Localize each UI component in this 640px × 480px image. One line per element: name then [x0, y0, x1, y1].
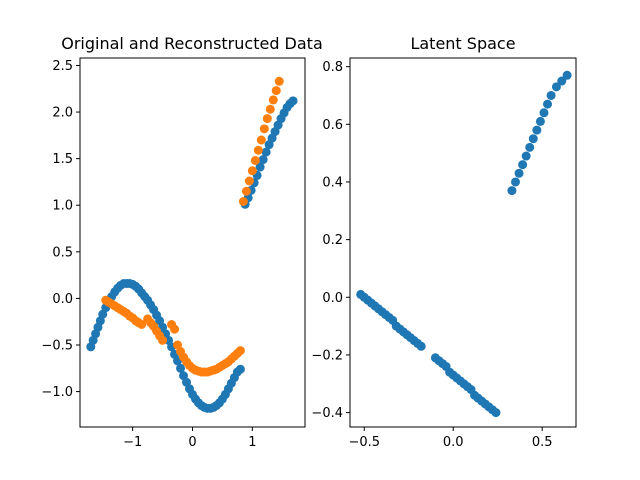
chart-title: Original and Reconstructed Data	[61, 34, 323, 53]
series-1-point-42	[235, 346, 245, 356]
series-1-point-18	[158, 335, 168, 345]
series-0-point-49	[557, 76, 567, 86]
x-tick-label: 0	[188, 435, 196, 450]
series-0-point-36	[507, 186, 517, 196]
series-0-point-38	[514, 168, 524, 178]
y-tick-label: 1.0	[52, 199, 73, 214]
series-0-point-46	[543, 99, 553, 109]
series-1-point-46	[247, 166, 257, 176]
series-1-point-48	[253, 145, 263, 155]
series-0-point-44	[535, 116, 545, 126]
y-tick-label: 1.5	[52, 152, 73, 167]
series-1-point-53	[268, 95, 278, 105]
series-0-point-31	[176, 363, 186, 373]
series-0-point-59	[261, 147, 271, 157]
series-0-point-58	[258, 155, 268, 165]
y-tick-label: 0.2	[322, 233, 343, 248]
series-0-point-50	[562, 70, 572, 80]
y-tick-label: 0.8	[322, 60, 343, 75]
series-1-point-55	[274, 76, 284, 86]
chart-title: Latent Space	[410, 34, 515, 53]
series-1-point-47	[250, 156, 260, 165]
series-0-point-41	[525, 142, 535, 152]
series-0-point-37	[511, 177, 520, 187]
y-tick-label: −1.0	[41, 385, 73, 400]
x-tick-label: 0.0	[443, 435, 464, 450]
ticks-layer: −1 0 1 −1.0 −0.5 0.0 0.5 1.0 1.5 2.0 2.5	[41, 59, 256, 450]
points-layer	[356, 70, 572, 418]
series-0-point-35	[491, 408, 501, 418]
points-layer	[86, 76, 298, 413]
series-0-point-42	[528, 134, 538, 144]
series-1-point-43	[238, 197, 248, 206]
series-1-point-49	[256, 135, 266, 145]
y-tick-label: 0.0	[52, 292, 73, 307]
series-0-point-43	[532, 125, 542, 135]
series-1-point-45	[244, 176, 254, 186]
series-1-point-51	[262, 114, 272, 124]
series-1-point-52	[265, 104, 275, 114]
x-tick-label: −1	[123, 435, 142, 450]
axes-frame	[349, 57, 577, 428]
y-tick-label: −0.2	[311, 348, 343, 363]
series-0-point-57	[255, 162, 265, 172]
series-0-point-68	[288, 96, 298, 106]
chart-original-and-reconstructed: Original and Reconstructed Data −1 0 1 −1.0…	[41, 34, 322, 450]
y-tick-label: 2.0	[52, 106, 73, 121]
x-tick-label: 0.5	[532, 435, 553, 450]
series-0-point-47	[546, 90, 556, 100]
series-1-point-12	[137, 320, 147, 329]
series-1-point-54	[271, 86, 281, 96]
y-tick-label: 2.5	[52, 59, 73, 74]
y-tick-label: −0.5	[41, 339, 73, 354]
y-tick-label: 0.4	[322, 175, 343, 190]
series-0-point-17	[416, 341, 426, 351]
chart-latent-space: Latent Space −0.5 0.0 0.5 −0.4 −0.2 0.0 0.2 0.4…	[311, 34, 577, 450]
series-0-point-40	[521, 151, 531, 161]
series-1-point-44	[241, 186, 251, 196]
y-tick-label: 0.6	[322, 118, 343, 133]
ticks-layer: −0.5 0.0 0.5 −0.4 −0.2 0.0 0.2 0.4 0.6 0.8	[311, 60, 552, 450]
y-tick-label: 0.5	[52, 245, 73, 260]
x-tick-label: 1	[248, 435, 256, 450]
x-tick-label: −0.5	[348, 435, 380, 450]
series-1-point-20	[170, 324, 180, 334]
y-tick-label: 0.0	[322, 291, 343, 306]
series-1-point-50	[259, 124, 269, 134]
series-0-point-45	[539, 108, 549, 118]
y-tick-label: −0.4	[311, 406, 343, 421]
axes-frame	[79, 57, 306, 428]
series-0-point-51	[235, 364, 245, 374]
series-0-point-39	[518, 160, 528, 170]
series-0-point-48	[551, 82, 561, 92]
